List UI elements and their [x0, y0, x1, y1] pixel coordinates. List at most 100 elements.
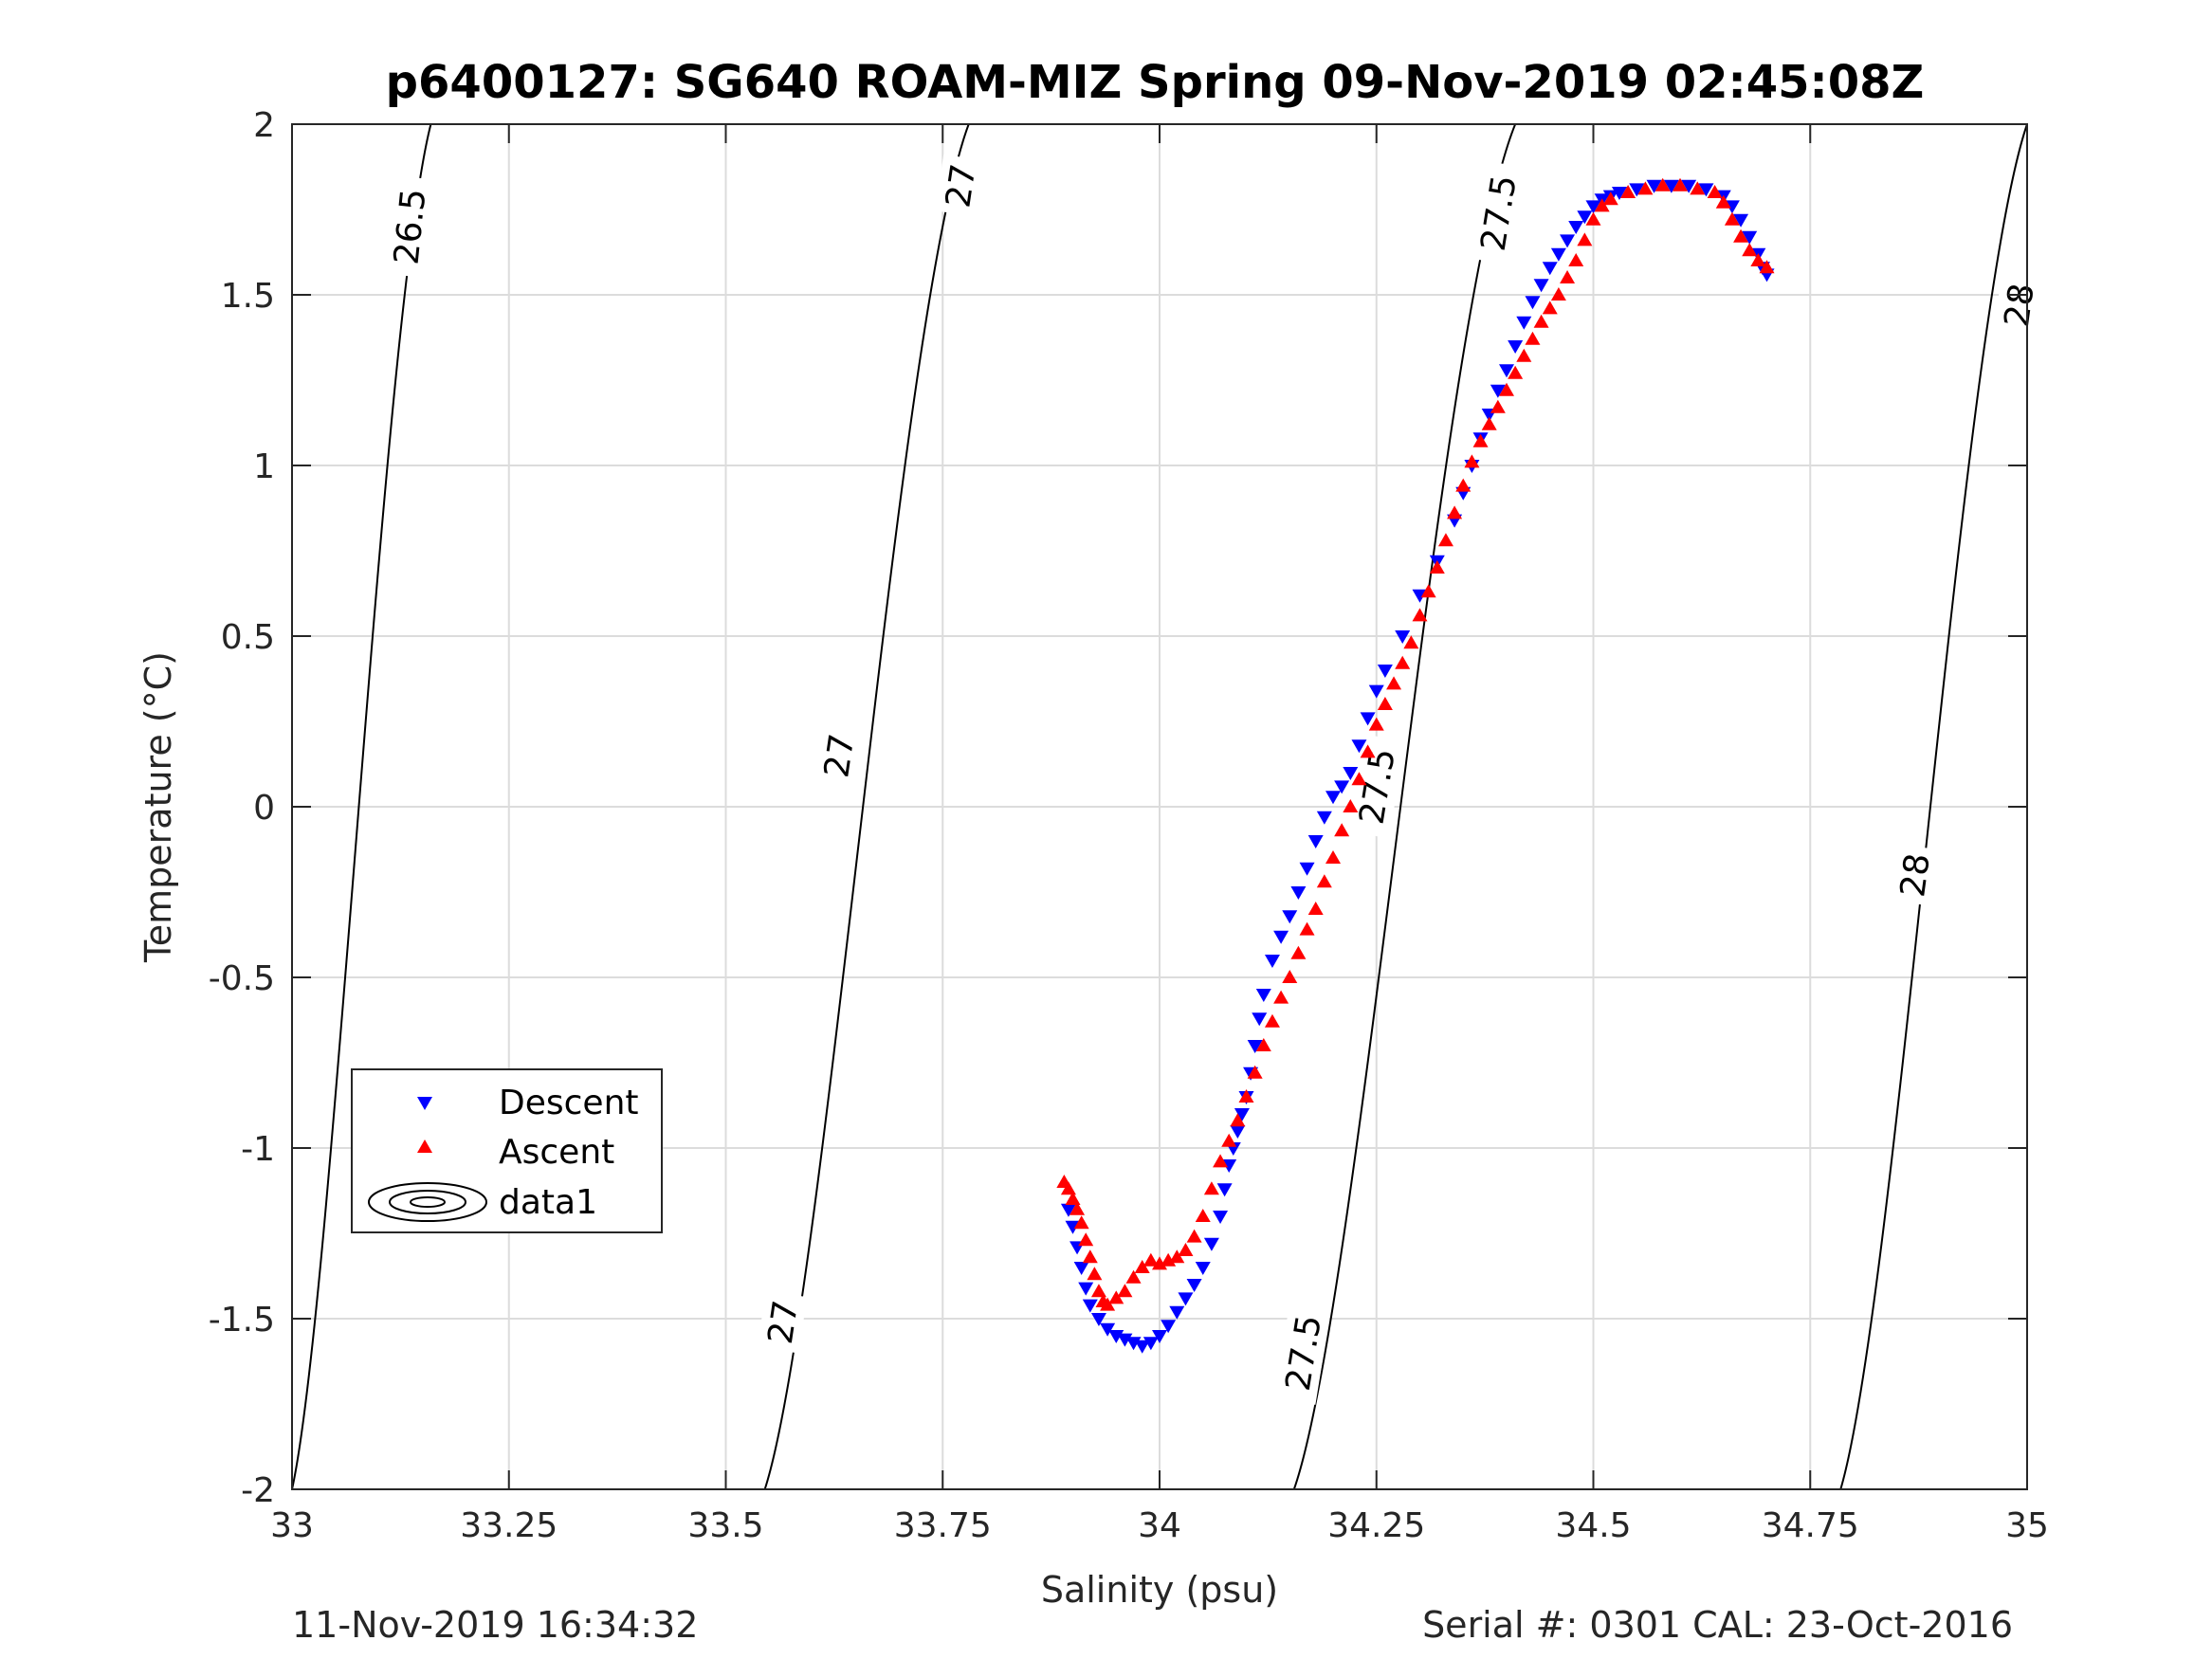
y-axis-label: Temperature (°C): [137, 651, 179, 963]
ascent-point: [1255, 1038, 1271, 1051]
descent-point: [1663, 179, 1679, 193]
ascent-point: [1299, 921, 1315, 936]
ascent-point: [1078, 1232, 1094, 1247]
footer-serial-cal: Serial #: 0301 CAL: 23-Oct-2016: [1422, 1604, 2013, 1646]
descent-point: [1368, 684, 1384, 699]
y-tick-label: 1: [253, 447, 275, 486]
x-tick-label: 33.25: [460, 1506, 558, 1545]
ascent-point: [1715, 194, 1731, 209]
descent-point: [1255, 989, 1271, 1002]
x-tick-label: 33.75: [894, 1506, 992, 1545]
descent-point: [1334, 780, 1350, 794]
ascent-point: [1368, 717, 1384, 731]
x-tick-label: 34.25: [1327, 1506, 1425, 1545]
descent-point: [1203, 1237, 1219, 1251]
ascent-point: [1316, 874, 1332, 888]
ascent-point: [1750, 253, 1766, 266]
x-tick-label: 33.5: [687, 1506, 763, 1545]
contour-label: 28: [1998, 282, 2042, 330]
ascent-point: [1472, 433, 1489, 447]
ascent-point: [1542, 301, 1558, 315]
ascent-point: [1186, 1229, 1202, 1243]
ascent-point: [1087, 1267, 1103, 1281]
ascent-point: [1447, 505, 1463, 520]
ascent-point: [1325, 850, 1341, 864]
descent-point: [1125, 1337, 1142, 1351]
contour-label: 28: [1893, 851, 1938, 900]
ascent-point: [1560, 270, 1576, 283]
grid-layer: [292, 124, 2027, 1489]
descent-point: [1195, 1262, 1211, 1275]
ascent-point: [1577, 232, 1593, 246]
ascent-point: [1403, 635, 1419, 649]
legend: Descent Ascent data1: [351, 1068, 663, 1233]
descent-point: [1646, 179, 1662, 193]
contour-label-bg: [1993, 274, 2043, 337]
contour-line: [763, 123, 970, 1490]
ascent-point: [1161, 1252, 1177, 1267]
series-descent: [1060, 179, 1775, 1354]
descent-point: [1360, 712, 1376, 726]
descent-point: [1550, 247, 1566, 262]
descent-point: [1234, 1108, 1250, 1121]
ascent-point: [1568, 253, 1584, 266]
descent-point: [1351, 739, 1367, 754]
legend-ascent-marker: [417, 1139, 432, 1153]
ascent-point: [1108, 1290, 1124, 1304]
descent-point: [1247, 1040, 1263, 1053]
x-tick-label: 35: [2005, 1506, 2049, 1545]
contour-line: [1839, 123, 2028, 1490]
ascent-point: [1490, 399, 1506, 413]
ascent-point: [1499, 382, 1514, 396]
ascent-point: [1203, 1181, 1219, 1195]
contour-27: 27 27 27: [757, 123, 985, 1490]
ascent-point: [1273, 990, 1289, 1004]
descent-point: [1698, 183, 1714, 197]
ascent-point: [1508, 365, 1524, 379]
descent-point: [1252, 1012, 1268, 1027]
contour-label-bg: [935, 154, 985, 217]
x-tick-label: 33: [270, 1506, 314, 1545]
descent-point: [1490, 384, 1506, 398]
contour-label-bg: [814, 724, 864, 787]
descent-point: [1395, 630, 1411, 644]
contour-label-bg: [757, 1290, 808, 1354]
legend-box: [351, 1068, 663, 1233]
ascent-point: [1437, 533, 1453, 547]
legend-descent-marker: [417, 1097, 432, 1110]
ascent-point: [1073, 1215, 1089, 1230]
ascent-point: [1455, 478, 1472, 492]
descent-point: [1499, 364, 1514, 378]
x-tick-label: 34.75: [1762, 1506, 1859, 1545]
ascent-point: [1117, 1284, 1133, 1298]
ascent-point: [1594, 198, 1610, 212]
contour-label: 26.5: [388, 187, 434, 266]
footer-timestamp: 11-Nov-2019 16:34:32: [292, 1604, 699, 1646]
ascent-point: [1759, 260, 1775, 274]
ascent-point: [1230, 1113, 1246, 1127]
legend-descent-label: Descent: [499, 1084, 639, 1122]
ascent-point: [1377, 697, 1393, 710]
ascent-point: [1060, 1181, 1076, 1195]
contour-label-bg: [1469, 160, 1526, 265]
descent-point: [1681, 179, 1697, 193]
ascent-point: [1412, 608, 1428, 622]
descent-point: [1216, 1183, 1233, 1197]
ascent-point: [1724, 211, 1740, 226]
ascent-point: [1742, 243, 1758, 257]
descent-point: [1108, 1330, 1124, 1343]
ascent-point: [1351, 772, 1367, 786]
ascent-point: [1525, 331, 1541, 345]
y-tick-label: 2: [253, 106, 275, 145]
descent-point: [1560, 234, 1576, 248]
ascent-point: [1585, 211, 1601, 226]
descent-point: [1516, 316, 1532, 330]
ascent-point: [1429, 560, 1445, 574]
y-tick-label: -0.5: [209, 959, 275, 998]
descent-point: [1230, 1125, 1246, 1139]
descent-point: [1282, 910, 1298, 924]
ascent-point: [1386, 676, 1402, 690]
ascent-point: [1733, 228, 1749, 243]
descent-point: [1100, 1322, 1116, 1337]
ascent-point: [1360, 744, 1376, 758]
